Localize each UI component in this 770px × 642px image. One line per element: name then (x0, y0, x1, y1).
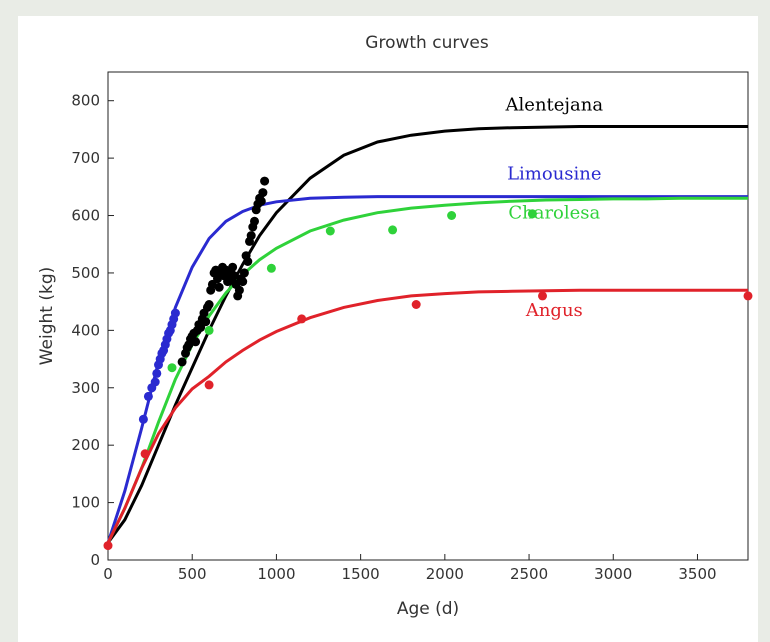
charolesa-data-point (204, 325, 214, 335)
x-tick-label: 2000 (426, 565, 464, 583)
angus-data-point (204, 380, 214, 390)
y-tick-label: 500 (71, 264, 100, 282)
alentejana-data-point (229, 271, 239, 281)
limousine-data-point (150, 377, 160, 387)
y-tick-label: 0 (90, 551, 100, 569)
alentejana-data-point (243, 257, 253, 266)
x-tick-label: 2500 (510, 565, 548, 583)
limousine-data-point (143, 391, 153, 401)
alentejana-data-point (250, 216, 259, 226)
limousine-data-point (138, 414, 148, 424)
limousine-series-label: Limousine (507, 163, 601, 184)
alentejana-data-point (256, 196, 266, 206)
alentejana-data-point (246, 231, 256, 241)
alentejana-curve (106, 125, 748, 544)
y-tick-label: 600 (71, 207, 100, 225)
plot-frame (107, 71, 749, 561)
alentejana-data-point (239, 268, 249, 278)
limousine-data-point (152, 368, 162, 378)
x-tick-label: 500 (178, 565, 207, 583)
charolesa-data-point (167, 363, 177, 373)
charolesa-series-label: Charolesa (508, 202, 600, 223)
alentejana-data-point (201, 317, 211, 327)
charolesa-data-point (266, 263, 276, 273)
alentejana-data-point (234, 285, 244, 295)
y-tick-label: 400 (71, 321, 100, 339)
angus-series-label: Angus (525, 300, 583, 321)
y-tick-label: 800 (71, 92, 100, 110)
angus-data-point (743, 291, 753, 301)
alentejana-data-point (260, 176, 270, 186)
x-axis-label: Age (d) (397, 599, 459, 619)
angus-data-point (411, 300, 421, 309)
x-tick-label: 1000 (257, 565, 295, 583)
x-tick-label: 0 (103, 565, 113, 583)
angus-data-point (103, 541, 113, 551)
chart-title: Growth curves (365, 33, 489, 53)
chart-panel: Growth curves 0 100 200 300 400 500 600 700 800 … (18, 16, 758, 642)
limousine-data-point (170, 308, 180, 318)
x-tick-label: 3000 (594, 565, 632, 583)
y-tick-label: 200 (71, 436, 100, 454)
alentejana-data-point (196, 323, 206, 332)
limousine-curve (106, 195, 748, 544)
alentejana-series-label: Alentejana (505, 94, 604, 115)
y-tick-label: 100 (71, 494, 100, 512)
alentejana-data-point (258, 188, 268, 198)
y-axis-label: Weight (kg) (37, 267, 57, 366)
angus-data-point (140, 449, 150, 459)
charolesa-data-point (325, 226, 335, 236)
x-tick-label: 1500 (342, 565, 380, 583)
y-axis-ticks: 0 100 200 300 400 500 600 700 800 (71, 92, 114, 569)
growth-curves-chart: Growth curves 0100200300400500600700800 … (37, 33, 753, 619)
alentejana-data-point (177, 357, 187, 367)
angus-data-point (297, 314, 307, 324)
alentejana-data-point (238, 277, 248, 287)
angus-data-point (538, 291, 547, 301)
y-tick-label: 300 (71, 379, 100, 397)
y-tick-label: 700 (71, 149, 100, 167)
x-axis-ticks: 0 500 1000 1500 2000 2500 3000 3500 (103, 554, 717, 583)
x-tick-label: 3500 (678, 565, 716, 583)
charolesa-data-point (388, 225, 398, 235)
alentejana-data-point (204, 300, 214, 309)
alentejana-data-point (191, 337, 201, 347)
series-points (103, 176, 753, 551)
charolesa-data-point (447, 211, 457, 220)
series-curves (106, 125, 748, 544)
charolesa-curve (106, 196, 748, 544)
series-labels: Alentejana Limousine Charolesa Angus (505, 94, 604, 321)
angus-curve (106, 288, 748, 544)
alentejana-data-point (228, 262, 238, 272)
charolesa-data-point (527, 209, 537, 219)
alentejana-data-point (214, 282, 224, 292)
